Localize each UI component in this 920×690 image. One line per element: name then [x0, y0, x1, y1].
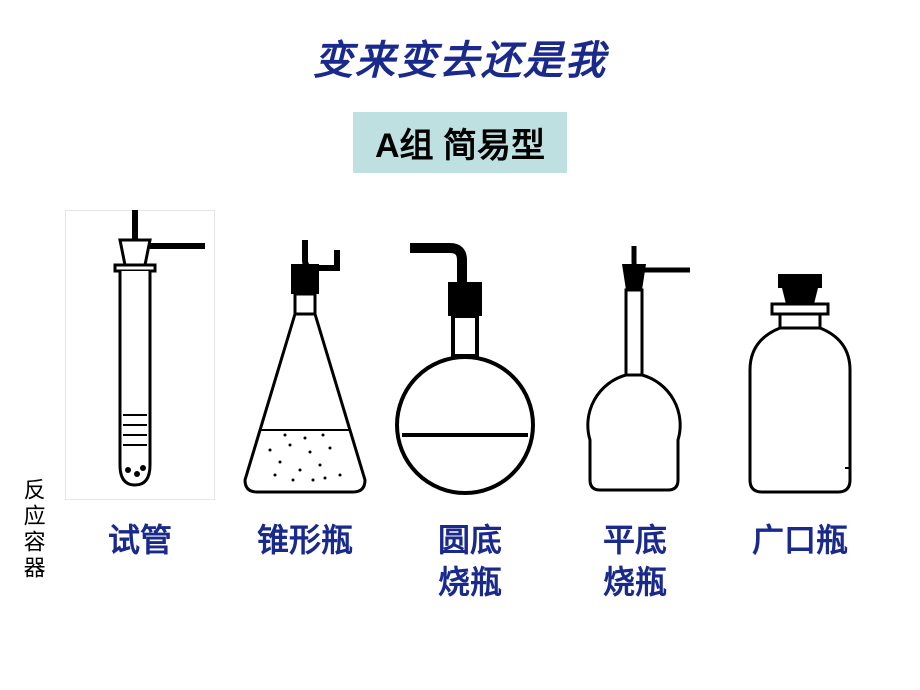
glassware-erlenmeyer	[225, 200, 385, 500]
label-test-tube: 试管	[60, 520, 220, 603]
flat-bottom-flask-icon	[560, 240, 710, 500]
page-title: 变来变去还是我	[0, 28, 920, 86]
label-erlenmeyer: 锥形瓶	[225, 520, 385, 603]
label-round-bottom: 圆底烧瓶	[390, 520, 550, 603]
glassware-round-bottom	[390, 200, 550, 500]
glassware-row	[60, 200, 880, 500]
slide: 变来变去还是我 A组 简易型	[0, 0, 920, 690]
group-subtitle: A组 简易型	[353, 112, 567, 173]
glassware-flat-bottom	[555, 200, 715, 500]
label-wide-mouth: 广口瓶	[720, 520, 880, 603]
round-bottom-flask-icon	[390, 240, 550, 500]
wide-mouth-bottle-icon	[730, 270, 870, 500]
test-tube-icon	[65, 210, 215, 500]
erlenmeyer-icon	[225, 240, 385, 500]
labels-row: 试管 锥形瓶 圆底烧瓶 平底烧瓶 广口瓶	[60, 520, 880, 603]
glassware-test-tube	[60, 200, 220, 500]
side-category-label: 反应容器	[18, 478, 47, 582]
glassware-wide-mouth	[720, 200, 880, 500]
label-flat-bottom: 平底烧瓶	[555, 520, 715, 603]
